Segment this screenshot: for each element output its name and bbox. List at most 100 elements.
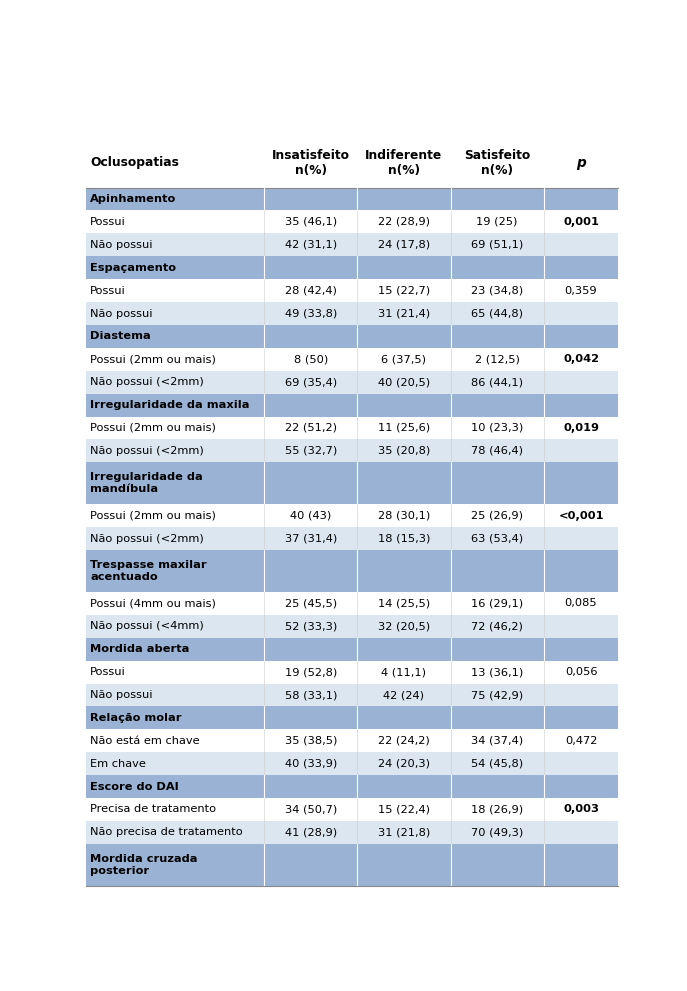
Text: 69 (35,4): 69 (35,4) <box>285 378 337 387</box>
Text: 42 (24): 42 (24) <box>383 690 425 700</box>
Text: 35 (38,5): 35 (38,5) <box>284 736 337 746</box>
Bar <box>86 729 618 752</box>
Text: 40 (33,9): 40 (33,9) <box>284 759 337 769</box>
Bar <box>86 371 618 393</box>
Bar <box>86 615 618 638</box>
Text: 78 (46,4): 78 (46,4) <box>471 446 523 456</box>
Text: 4 (11,1): 4 (11,1) <box>381 667 427 677</box>
Text: 2 (12,5): 2 (12,5) <box>475 355 519 365</box>
Text: 0,085: 0,085 <box>565 599 597 608</box>
Text: Não possui (<4mm): Não possui (<4mm) <box>90 621 204 631</box>
Text: 6 (37,5): 6 (37,5) <box>381 355 427 365</box>
Text: Não precisa de tratamento: Não precisa de tratamento <box>90 827 243 837</box>
Text: Não possui (<2mm): Não possui (<2mm) <box>90 533 204 544</box>
Bar <box>86 527 618 550</box>
Text: Insatisfeito
n(%): Insatisfeito n(%) <box>272 149 350 176</box>
Text: Relação molar: Relação molar <box>90 713 181 722</box>
Bar <box>86 504 618 527</box>
Text: 16 (29,1): 16 (29,1) <box>471 599 523 608</box>
Text: 52 (33,3): 52 (33,3) <box>284 621 337 631</box>
Text: Mordida cruzada
posterior: Mordida cruzada posterior <box>90 854 198 876</box>
Text: 19 (52,8): 19 (52,8) <box>284 667 337 677</box>
Text: Escore do DAI: Escore do DAI <box>90 782 179 792</box>
Text: 70 (49,3): 70 (49,3) <box>471 827 523 837</box>
Text: 15 (22,4): 15 (22,4) <box>378 805 430 815</box>
Text: p: p <box>576 156 586 169</box>
Text: 55 (32,7): 55 (32,7) <box>284 446 337 456</box>
Text: 42 (31,1): 42 (31,1) <box>285 240 337 250</box>
Bar <box>86 348 618 371</box>
Text: 54 (45,8): 54 (45,8) <box>471 759 523 769</box>
Text: Não possui: Não possui <box>90 308 153 318</box>
Text: Possui (2mm ou mais): Possui (2mm ou mais) <box>90 355 216 365</box>
Text: <0,001: <0,001 <box>559 510 604 520</box>
Text: 0,472: 0,472 <box>565 736 597 746</box>
Bar <box>86 684 618 707</box>
Text: 35 (46,1): 35 (46,1) <box>285 217 337 227</box>
Text: Possui: Possui <box>90 667 126 677</box>
Text: Possui: Possui <box>90 217 126 227</box>
Text: Possui: Possui <box>90 285 126 295</box>
Text: 40 (43): 40 (43) <box>290 510 331 520</box>
Text: 0,056: 0,056 <box>565 667 597 677</box>
Bar <box>86 138 618 187</box>
Text: 34 (50,7): 34 (50,7) <box>284 805 337 815</box>
Text: 28 (30,1): 28 (30,1) <box>378 510 430 520</box>
Text: 28 (42,4): 28 (42,4) <box>285 285 337 295</box>
Text: 8 (50): 8 (50) <box>294 355 328 365</box>
Bar <box>86 325 618 348</box>
Text: 63 (53,4): 63 (53,4) <box>471 533 523 544</box>
Text: 35 (20,8): 35 (20,8) <box>378 446 430 456</box>
Text: Apinhamento: Apinhamento <box>90 194 177 204</box>
Text: Irregularidade da maxila: Irregularidade da maxila <box>90 400 249 410</box>
Text: 19 (25): 19 (25) <box>477 217 518 227</box>
Text: Satisfeito
n(%): Satisfeito n(%) <box>464 149 530 176</box>
Text: Indiferente
n(%): Indiferente n(%) <box>365 149 442 176</box>
Bar <box>86 707 618 729</box>
Bar <box>86 416 618 439</box>
Bar <box>86 279 618 302</box>
Text: 34 (37,4): 34 (37,4) <box>471 736 523 746</box>
Text: 86 (44,1): 86 (44,1) <box>471 378 523 387</box>
Bar <box>86 592 618 615</box>
Bar <box>86 393 618 416</box>
Bar <box>86 844 618 886</box>
Text: 22 (51,2): 22 (51,2) <box>285 423 337 433</box>
Text: Irregularidade da
mandíbula: Irregularidade da mandíbula <box>90 473 203 495</box>
Text: Oclusopatias: Oclusopatias <box>90 157 179 169</box>
Text: 0,003: 0,003 <box>563 805 599 815</box>
Bar <box>86 187 618 210</box>
Bar <box>86 638 618 661</box>
Text: 25 (26,9): 25 (26,9) <box>471 510 523 520</box>
Text: 31 (21,8): 31 (21,8) <box>378 827 430 837</box>
Bar <box>86 661 618 684</box>
Text: 25 (45,5): 25 (45,5) <box>285 599 337 608</box>
Text: 0,359: 0,359 <box>565 285 597 295</box>
Text: 18 (26,9): 18 (26,9) <box>471 805 523 815</box>
Bar <box>86 257 618 279</box>
Text: Em chave: Em chave <box>90 759 146 769</box>
Text: 23 (34,8): 23 (34,8) <box>471 285 523 295</box>
Text: Não está em chave: Não está em chave <box>90 736 200 746</box>
Text: 0,019: 0,019 <box>563 423 599 433</box>
Text: Não possui (<2mm): Não possui (<2mm) <box>90 446 204 456</box>
Text: 72 (46,2): 72 (46,2) <box>471 621 523 631</box>
Text: 41 (28,9): 41 (28,9) <box>285 827 337 837</box>
Text: 65 (44,8): 65 (44,8) <box>471 308 523 318</box>
Text: Trespasse maxilar
acentuado: Trespasse maxilar acentuado <box>90 560 207 582</box>
Bar <box>86 752 618 775</box>
Text: 24 (20,3): 24 (20,3) <box>378 759 430 769</box>
Bar <box>86 210 618 234</box>
Text: 14 (25,5): 14 (25,5) <box>378 599 430 608</box>
Text: 22 (24,2): 22 (24,2) <box>378 736 430 746</box>
Text: Não possui (<2mm): Não possui (<2mm) <box>90 378 204 387</box>
Text: Possui (2mm ou mais): Possui (2mm ou mais) <box>90 510 216 520</box>
Text: Precisa de tratamento: Precisa de tratamento <box>90 805 216 815</box>
Text: Possui (2mm ou mais): Possui (2mm ou mais) <box>90 423 216 433</box>
Text: 0,001: 0,001 <box>563 217 599 227</box>
Text: 49 (33,8): 49 (33,8) <box>284 308 337 318</box>
Text: 58 (33,1): 58 (33,1) <box>284 690 337 700</box>
Bar <box>86 439 618 463</box>
Text: Mordida aberta: Mordida aberta <box>90 644 190 654</box>
Bar <box>86 234 618 257</box>
